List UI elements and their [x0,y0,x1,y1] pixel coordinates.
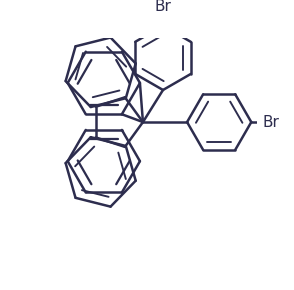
Text: Br: Br [155,0,171,14]
Text: Br: Br [262,115,279,130]
